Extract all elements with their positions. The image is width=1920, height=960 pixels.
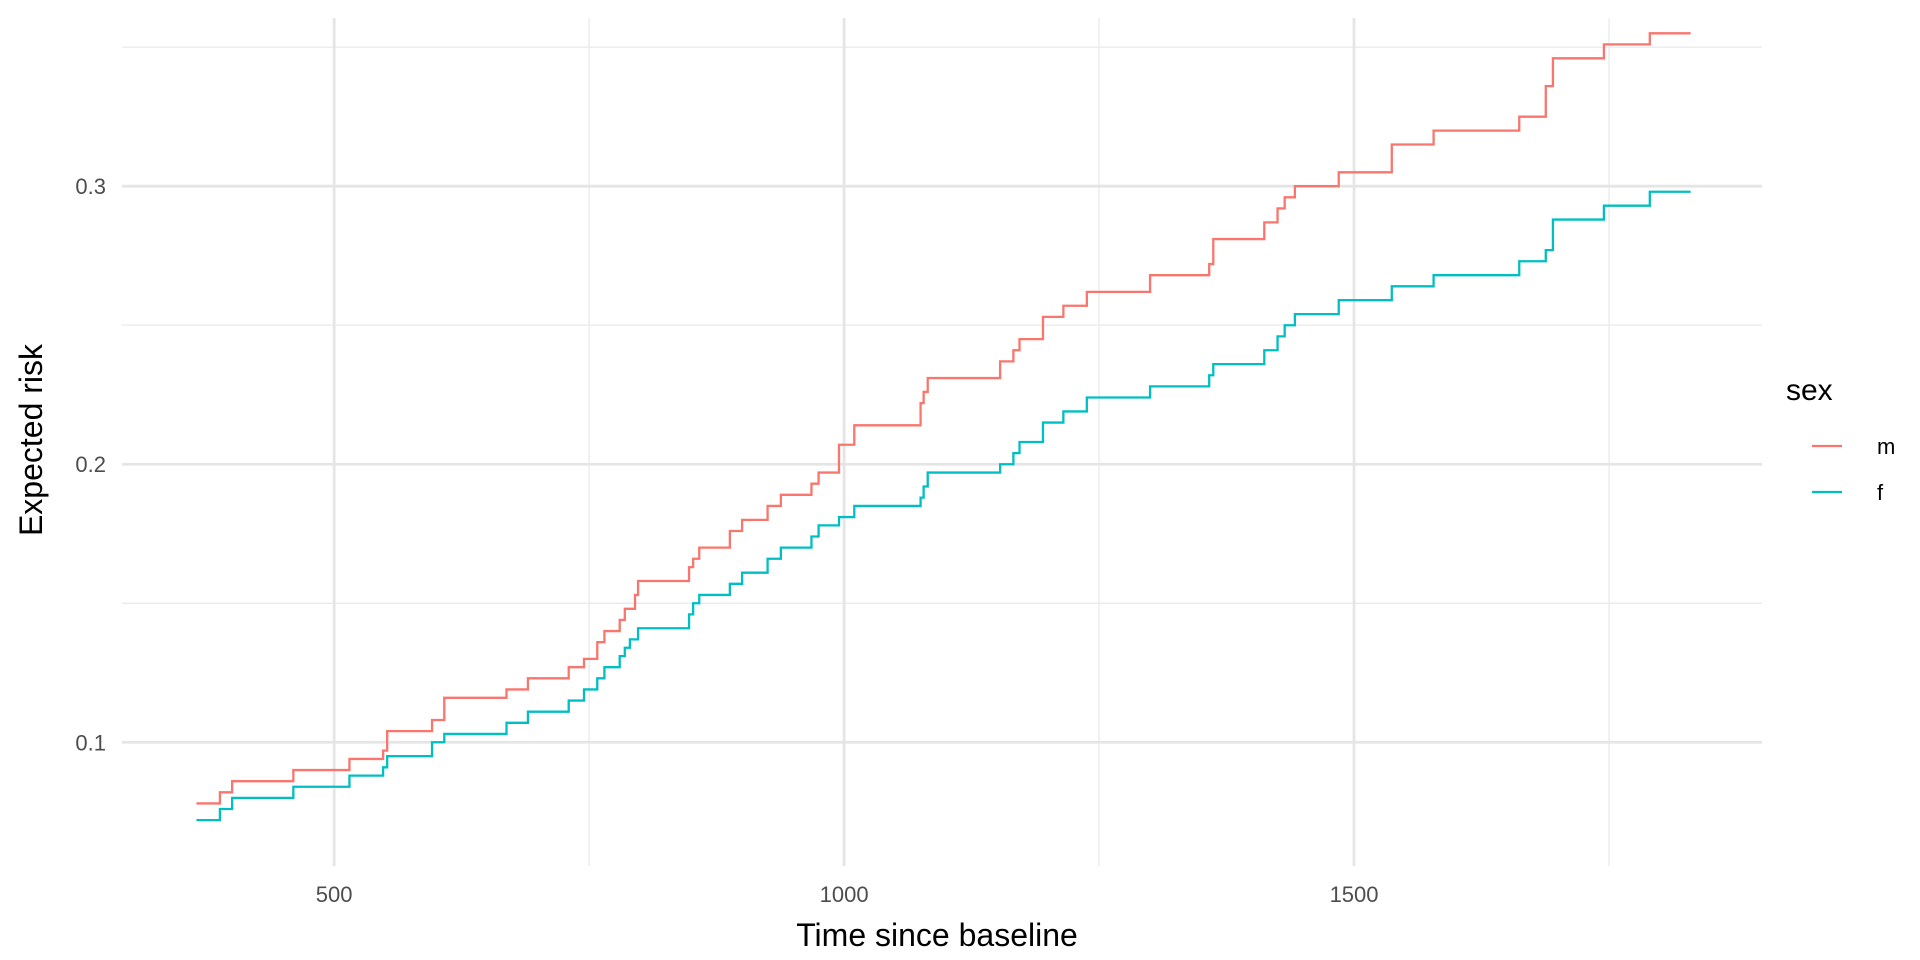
major-gridlines xyxy=(122,18,1762,866)
minor-gridlines xyxy=(122,18,1762,866)
legend-items: mf xyxy=(1812,434,1895,505)
legend-label-f: f xyxy=(1877,480,1884,505)
x-tick-labels: 500 1000 1500 xyxy=(316,882,1379,907)
y-tick-label: 0.3 xyxy=(75,174,106,199)
x-tick-label: 500 xyxy=(316,882,353,907)
series-line-m xyxy=(196,32,1691,805)
y-tick-label: 0.2 xyxy=(75,452,106,477)
legend-label-m: m xyxy=(1877,434,1895,459)
y-tick-label: 0.1 xyxy=(75,730,106,755)
legend-title: sex xyxy=(1786,374,1833,407)
series-line-f xyxy=(196,190,1691,822)
x-tick-label: 1000 xyxy=(820,882,869,907)
y-tick-labels: 0.1 0.2 0.3 xyxy=(75,174,106,755)
x-tick-label: 1500 xyxy=(1330,882,1379,907)
x-axis-title: Time since baseline xyxy=(796,917,1078,953)
series-lines xyxy=(196,32,1691,822)
legend: sex mf xyxy=(1786,374,1895,505)
y-axis-title: Expected risk xyxy=(13,343,49,536)
